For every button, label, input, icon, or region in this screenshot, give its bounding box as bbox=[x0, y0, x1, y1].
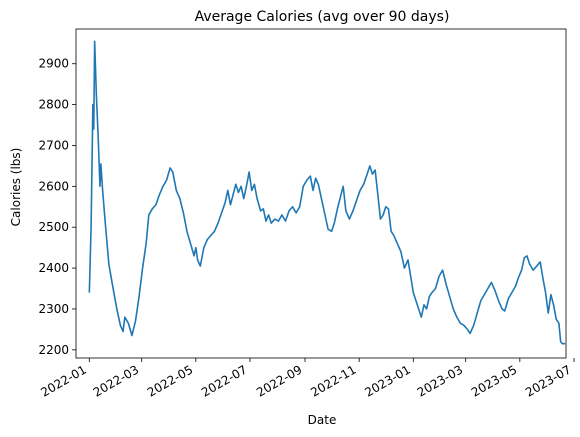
y-tick-label: 2400 bbox=[38, 261, 69, 275]
series-line-1 bbox=[88, 40, 566, 345]
y-tick-label: 2500 bbox=[38, 220, 69, 234]
y-tick-label: 2800 bbox=[38, 98, 69, 112]
y-tick-label: 2700 bbox=[38, 138, 69, 152]
plot-frame bbox=[75, 28, 567, 359]
y-tick-label: 2600 bbox=[38, 179, 69, 193]
chart-title: Average Calories (avg over 90 days) bbox=[195, 9, 450, 25]
y-tick-label: 2900 bbox=[38, 57, 69, 71]
y-axis-title: Calories (lbs) bbox=[9, 148, 23, 227]
y-axis: 2200 2300 2400 2500 2600 2700 2800 2900 bbox=[38, 57, 76, 357]
y-tick-label: 2200 bbox=[38, 343, 69, 357]
y-tick-label: 2300 bbox=[38, 302, 69, 316]
x-axis-title: Date bbox=[308, 413, 337, 427]
plot-area bbox=[75, 28, 567, 359]
